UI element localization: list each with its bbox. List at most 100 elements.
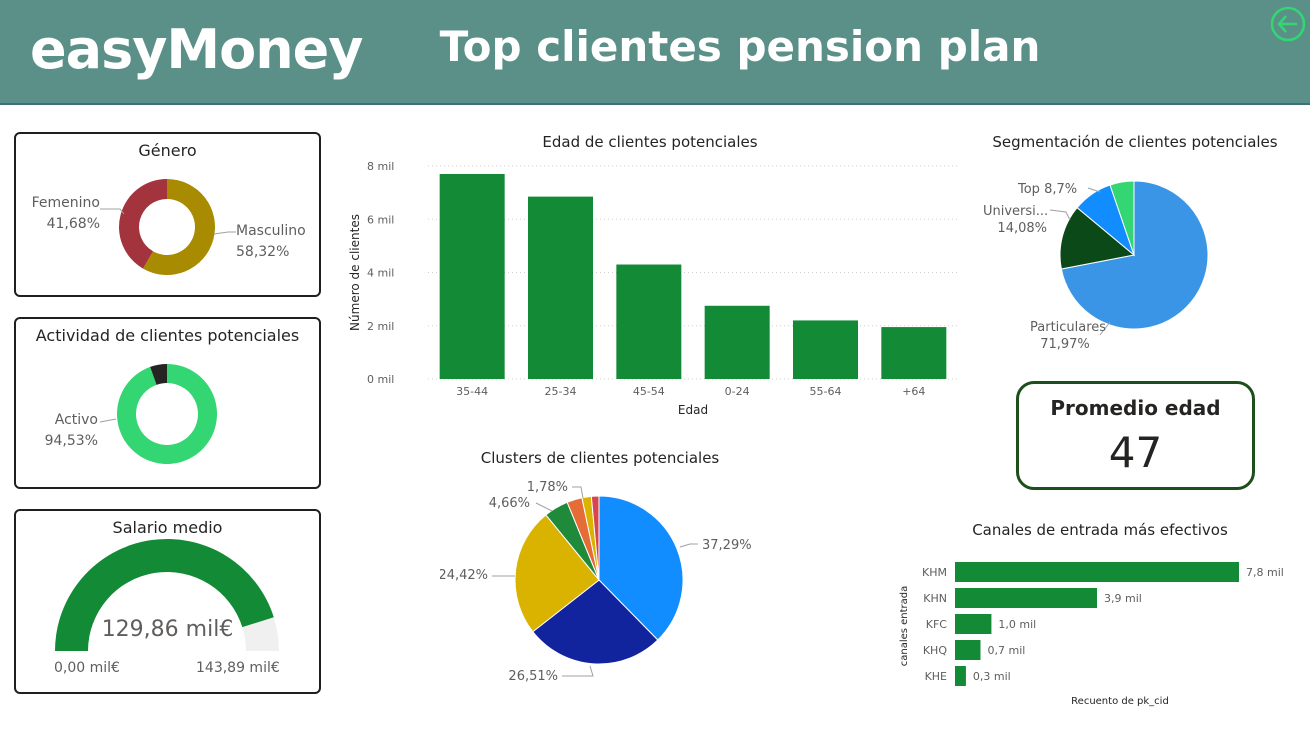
salario-min: 0,00 mil€ <box>54 660 120 676</box>
edad-bar[interactable] <box>616 264 682 379</box>
page-title: Top clientes pension plan <box>439 22 1041 71</box>
seg-label-top: Top 8,7% <box>1018 179 1077 200</box>
edad-ytick-label: 0 mil <box>367 373 394 386</box>
genero-label-masculino: Masculino 58,32% <box>236 221 306 263</box>
edad-bar-chart: 0 mil 2 mil 4 mil 6 mil 8 mil 35-44 25-34 45-54… <box>348 160 958 417</box>
segmentacion-pie <box>1049 180 1209 336</box>
canales-title: Canales de entrada más efectivos <box>972 521 1228 539</box>
genero-label-femenino: Femenino 41,68% <box>26 193 100 235</box>
edad-bar[interactable] <box>793 320 858 379</box>
canales-data-label: 1,0 mil <box>998 618 1036 631</box>
segmentacion-slice-1[interactable] <box>1059 206 1136 270</box>
canales-bar[interactable] <box>955 614 992 634</box>
edad-title: Edad de clientes potenciales <box>542 133 758 151</box>
seg-top-pct: 8,7% <box>1044 182 1078 197</box>
promedio-edad-value: 47 <box>1108 428 1163 477</box>
edad-bar[interactable] <box>439 173 505 379</box>
salario-gauge <box>55 538 279 651</box>
clusters-leader <box>572 486 584 499</box>
canales-category-label: KHQ <box>923 644 947 657</box>
actividad-slice-0[interactable] <box>117 364 217 464</box>
clusters-slice-6[interactable] <box>590 495 600 581</box>
genero-title: Género <box>138 141 197 160</box>
canales-hbar-chart: KHM 7,8 mil KHN 3,9 mil KFC 1,0 mil KHQ 0,7 mil… <box>899 562 1284 707</box>
canales-ylabel: canales entrada <box>899 586 910 667</box>
edad-ylabel: Número de clientes <box>348 214 362 331</box>
genero-slice-0[interactable] <box>143 179 215 275</box>
canales-data-label: 0,3 mil <box>973 670 1011 683</box>
canales-data-label: 0,7 mil <box>987 644 1025 657</box>
clusters-data-label: 26,51% <box>508 669 558 684</box>
edad-ytick-label: 4 mil <box>367 267 394 280</box>
promedio-edad-card: Promedio edad 47 <box>1016 381 1255 490</box>
seg-leader-top <box>1087 187 1101 193</box>
header-bar: easyMoney Top clientes pension plan <box>0 0 1310 105</box>
clusters-title: Clusters de clientes potenciales <box>480 449 720 467</box>
canales-data-label: 3,9 mil <box>1104 592 1142 605</box>
canales-xlabel: Recuento de pk_cid <box>1071 696 1169 707</box>
actividad-card: Actividad de clientes potenciales Activo… <box>14 317 321 489</box>
edad-xtick-label: +64 <box>902 385 925 398</box>
seg-particulares-pct: 71,97% <box>1040 337 1090 352</box>
edad-xtick-label: 0-24 <box>725 385 750 398</box>
canales-bar[interactable] <box>955 640 981 660</box>
edad-xtick-label: 35-44 <box>456 385 488 398</box>
clusters-slice-1[interactable] <box>532 579 659 665</box>
genero-femenino-pct: 41,68% <box>46 216 100 232</box>
salario-gauge-remaining <box>242 617 279 651</box>
seg-particulares-name: Particulares <box>1030 320 1107 335</box>
edad-bar[interactable] <box>881 327 947 379</box>
actividad-label-activo: Activo 94,53% <box>36 410 98 452</box>
genero-donut <box>100 179 236 275</box>
salario-value: 129,86 mil€ <box>101 617 234 642</box>
seg-universitario-name: Universi... <box>983 204 1049 219</box>
salario-card: Salario medio 129,86 mil€ 0,00 mil€ 143,… <box>14 509 321 694</box>
genero-masculino-name: Masculino <box>236 223 306 239</box>
canales-bar[interactable] <box>955 666 966 686</box>
genero-leader-femenino <box>100 208 125 215</box>
clusters-leader <box>679 543 698 548</box>
genero-femenino-name: Femenino <box>31 195 100 211</box>
edad-ytick-label: 6 mil <box>367 213 394 226</box>
clusters-slice-2[interactable] <box>514 514 600 633</box>
edad-bar[interactable] <box>704 305 770 379</box>
actividad-activo-pct: 94,53% <box>44 433 98 449</box>
seg-top-name: Top <box>1018 182 1040 197</box>
actividad-leader-activo <box>99 418 117 423</box>
edad-ytick-label: 2 mil <box>367 320 394 333</box>
canales-category-label: KFC <box>926 618 948 631</box>
clusters-data-label: 37,29% <box>702 538 752 553</box>
actividad-title: Actividad de clientes potenciales <box>35 326 300 345</box>
clusters-leader <box>535 502 553 512</box>
clusters-data-label: 1,78% <box>527 480 568 495</box>
salario-title: Salario medio <box>112 518 223 537</box>
arrow-left-circle-icon[interactable] <box>1269 5 1307 43</box>
seg-label-particulares: Particulares 71,97% <box>1030 317 1107 355</box>
salario-max: 143,89 mil€ <box>196 660 280 676</box>
clusters-pie: 37,29% 26,51% 24,42% 4,66%1,78% <box>440 480 752 684</box>
seg-label-universitario: Universi... 14,08% <box>983 201 1049 239</box>
canales-bar[interactable] <box>955 562 1239 582</box>
clusters-slice-0[interactable] <box>598 495 684 641</box>
genero-slice-1[interactable] <box>118 179 167 269</box>
canales-category-label: KHE <box>925 670 947 683</box>
edad-ytick-label: 8 mil <box>367 160 394 173</box>
edad-xlabel: Edad <box>678 403 708 417</box>
canales-data-label: 7,8 mil <box>1246 566 1284 579</box>
actividad-activo-name: Activo <box>54 412 98 428</box>
canales-bar[interactable] <box>955 588 1097 608</box>
actividad-donut <box>99 364 217 464</box>
seg-leader-universitario <box>1049 209 1071 221</box>
edad-xtick-label: 45-54 <box>633 385 665 398</box>
genero-masculino-pct: 58,32% <box>236 244 290 260</box>
actividad-slice-1[interactable] <box>150 364 167 385</box>
seg-leader-particulares <box>1099 321 1111 336</box>
clusters-data-label: 4,66% <box>489 496 530 511</box>
clusters-data-label: 24,42% <box>440 568 488 583</box>
canales-category-label: KHN <box>923 592 947 605</box>
segmentacion-slice-3[interactable] <box>1109 180 1135 256</box>
edad-bar[interactable] <box>528 196 593 379</box>
edad-xtick-label: 55-64 <box>810 385 842 398</box>
genero-card: Género Femenino 41,68% Masculino 58,32% <box>14 132 321 297</box>
edad-xtick-label: 25-34 <box>545 385 577 398</box>
